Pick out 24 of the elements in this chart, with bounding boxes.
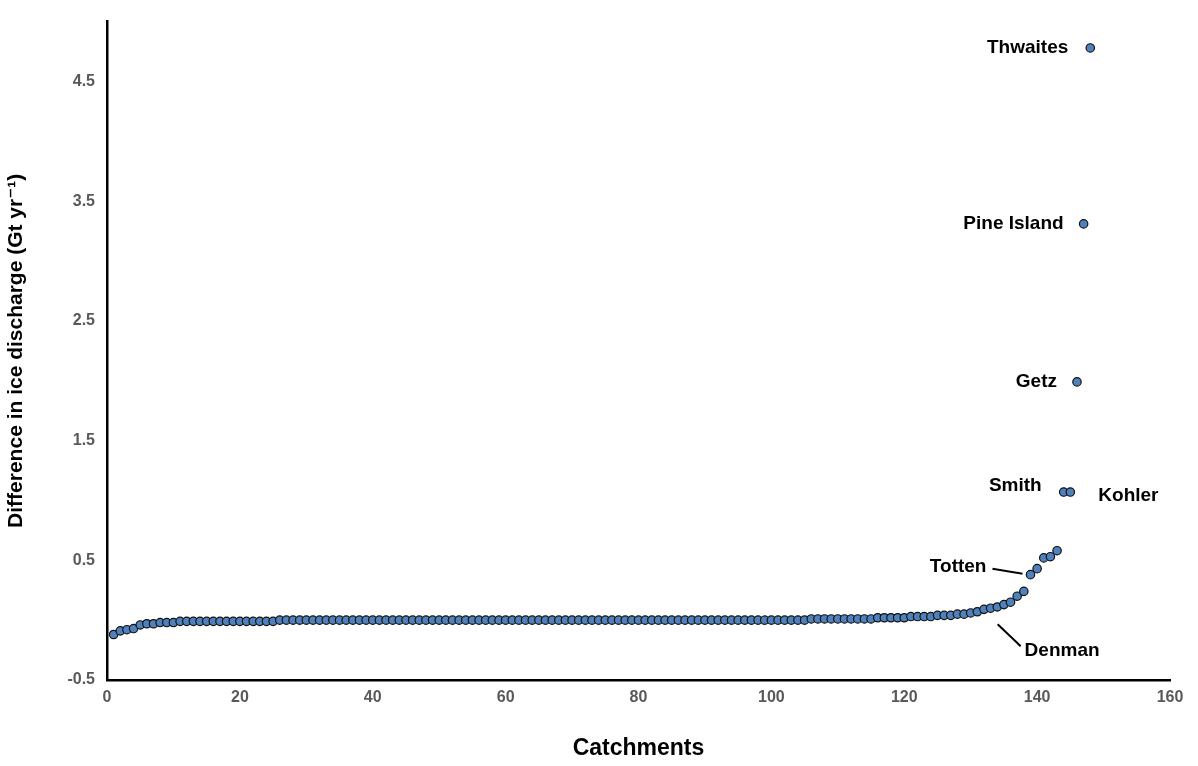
annotation: Totten bbox=[929, 554, 987, 576]
x-tick-label: 160 bbox=[1156, 688, 1184, 706]
y-tick-label: 4.5 bbox=[72, 71, 96, 89]
annotation: Getz bbox=[1015, 370, 1057, 392]
annotation: Pine Island bbox=[963, 212, 1064, 234]
x-tick-label: 20 bbox=[230, 688, 249, 706]
y-tick-label: 1.5 bbox=[72, 430, 96, 448]
y-tick-label: 3.5 bbox=[72, 191, 96, 209]
annotation: Thwaites bbox=[986, 36, 1069, 58]
x-tick-label: 60 bbox=[496, 688, 515, 706]
y-axis-title: Difference in ice discharge (Gt yr⁻¹) bbox=[3, 173, 27, 528]
y-tick-label: -0.5 bbox=[67, 670, 96, 688]
annotation: Denman bbox=[1024, 639, 1100, 661]
x-tick-label: 40 bbox=[363, 688, 382, 706]
annotation: Smith bbox=[988, 474, 1042, 496]
y-tick-label: 2.5 bbox=[72, 311, 96, 329]
x-tick-label: 140 bbox=[1023, 688, 1051, 706]
x-tick-label: 80 bbox=[629, 688, 648, 706]
y-tick-label: 0.5 bbox=[72, 550, 96, 568]
x-axis-title: Catchments bbox=[572, 733, 705, 760]
x-tick-label: 120 bbox=[890, 688, 918, 706]
x-tick-label: 100 bbox=[758, 688, 785, 706]
annotation: Kohler bbox=[1098, 484, 1160, 506]
x-tick-label: 0 bbox=[102, 688, 112, 706]
